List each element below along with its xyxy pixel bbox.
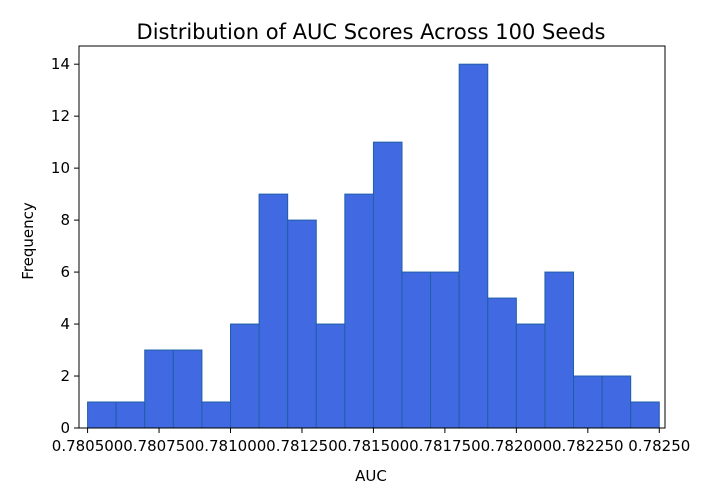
x-tick-label: 0.781000 <box>195 437 267 455</box>
histogram-bar <box>144 349 174 429</box>
histogram-bar <box>172 349 203 429</box>
y-tick-label: 14 <box>51 55 70 73</box>
histogram-bar <box>258 193 289 429</box>
y-tick-label: 8 <box>60 211 70 229</box>
y-axis-ticks: 0 2 4 6 8 10 12 14 <box>51 55 79 437</box>
histogram-bar <box>601 375 632 429</box>
x-tick-label: 0.78250 <box>628 437 690 455</box>
histogram-bar <box>487 297 517 429</box>
histogram-bar <box>430 271 460 429</box>
x-tick-label: 0.781250 <box>266 437 338 455</box>
histogram-bar <box>372 141 403 429</box>
histogram-bar <box>230 323 260 429</box>
x-tick-label: 0.781500 <box>338 437 410 455</box>
x-tick-label: 0.782000 <box>481 437 553 455</box>
histogram-bar <box>573 375 603 429</box>
histogram-bar <box>515 323 546 429</box>
histogram-bar <box>201 401 232 429</box>
y-tick-label: 12 <box>51 107 70 125</box>
y-tick-label: 0 <box>60 419 70 437</box>
histogram-bar <box>458 63 489 429</box>
x-tick-label: 0.780750 <box>123 437 195 455</box>
x-tick-label: 0.782250 <box>552 437 624 455</box>
y-tick-label: 10 <box>51 159 70 177</box>
histogram-bar <box>315 323 346 429</box>
histogram-bar <box>115 401 146 429</box>
x-axis-ticks: 0.780500 0.780750 0.781000 0.781250 0.781500… <box>52 428 690 455</box>
x-axis-label: AUC <box>355 467 387 485</box>
y-axis-label: Frequency <box>19 202 37 280</box>
y-tick-label: 2 <box>60 367 70 385</box>
x-tick-label: 0.781750 <box>409 437 481 455</box>
histogram-bar <box>287 219 317 429</box>
histogram-bar <box>544 271 575 429</box>
chart-title: Distribution of AUC Scores Across 100 Se… <box>137 20 606 44</box>
y-tick-label: 6 <box>60 263 70 281</box>
x-tick-label: 0.780500 <box>52 437 124 455</box>
histogram-bar <box>87 401 117 429</box>
histogram-bar <box>401 271 432 429</box>
histogram-bar <box>630 401 660 429</box>
y-tick-label: 4 <box>60 315 70 333</box>
plot-frame <box>78 45 666 429</box>
bars-group <box>87 63 660 429</box>
histogram-bar <box>344 193 374 429</box>
